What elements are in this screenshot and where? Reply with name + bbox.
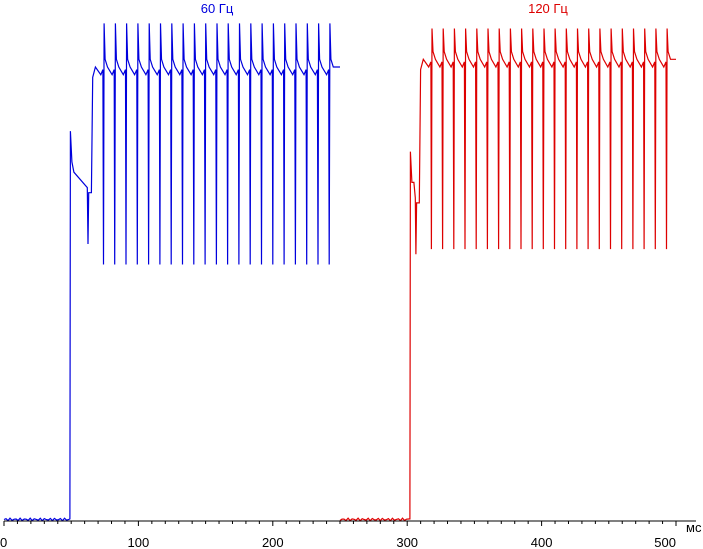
x-tick-label-200: 200 [262,535,284,549]
series-label-120hz: 120 Гц [528,1,568,16]
plot-area [3,23,676,522]
x-tick-label-100: 100 [128,535,150,549]
x-axis: 0 100 200 300 400 500 [0,520,696,549]
series-line-60hz [3,23,340,522]
x-tick-label-300: 300 [396,535,418,549]
x-tick-label-0: 0 [0,535,7,549]
x-axis-unit-label: мс [686,520,702,535]
x-tick-label-400: 400 [531,535,553,549]
series-label-60hz: 60 Гц [201,1,234,16]
x-tick-label-500: 500 [654,535,676,549]
series-line-120hz [339,28,676,522]
